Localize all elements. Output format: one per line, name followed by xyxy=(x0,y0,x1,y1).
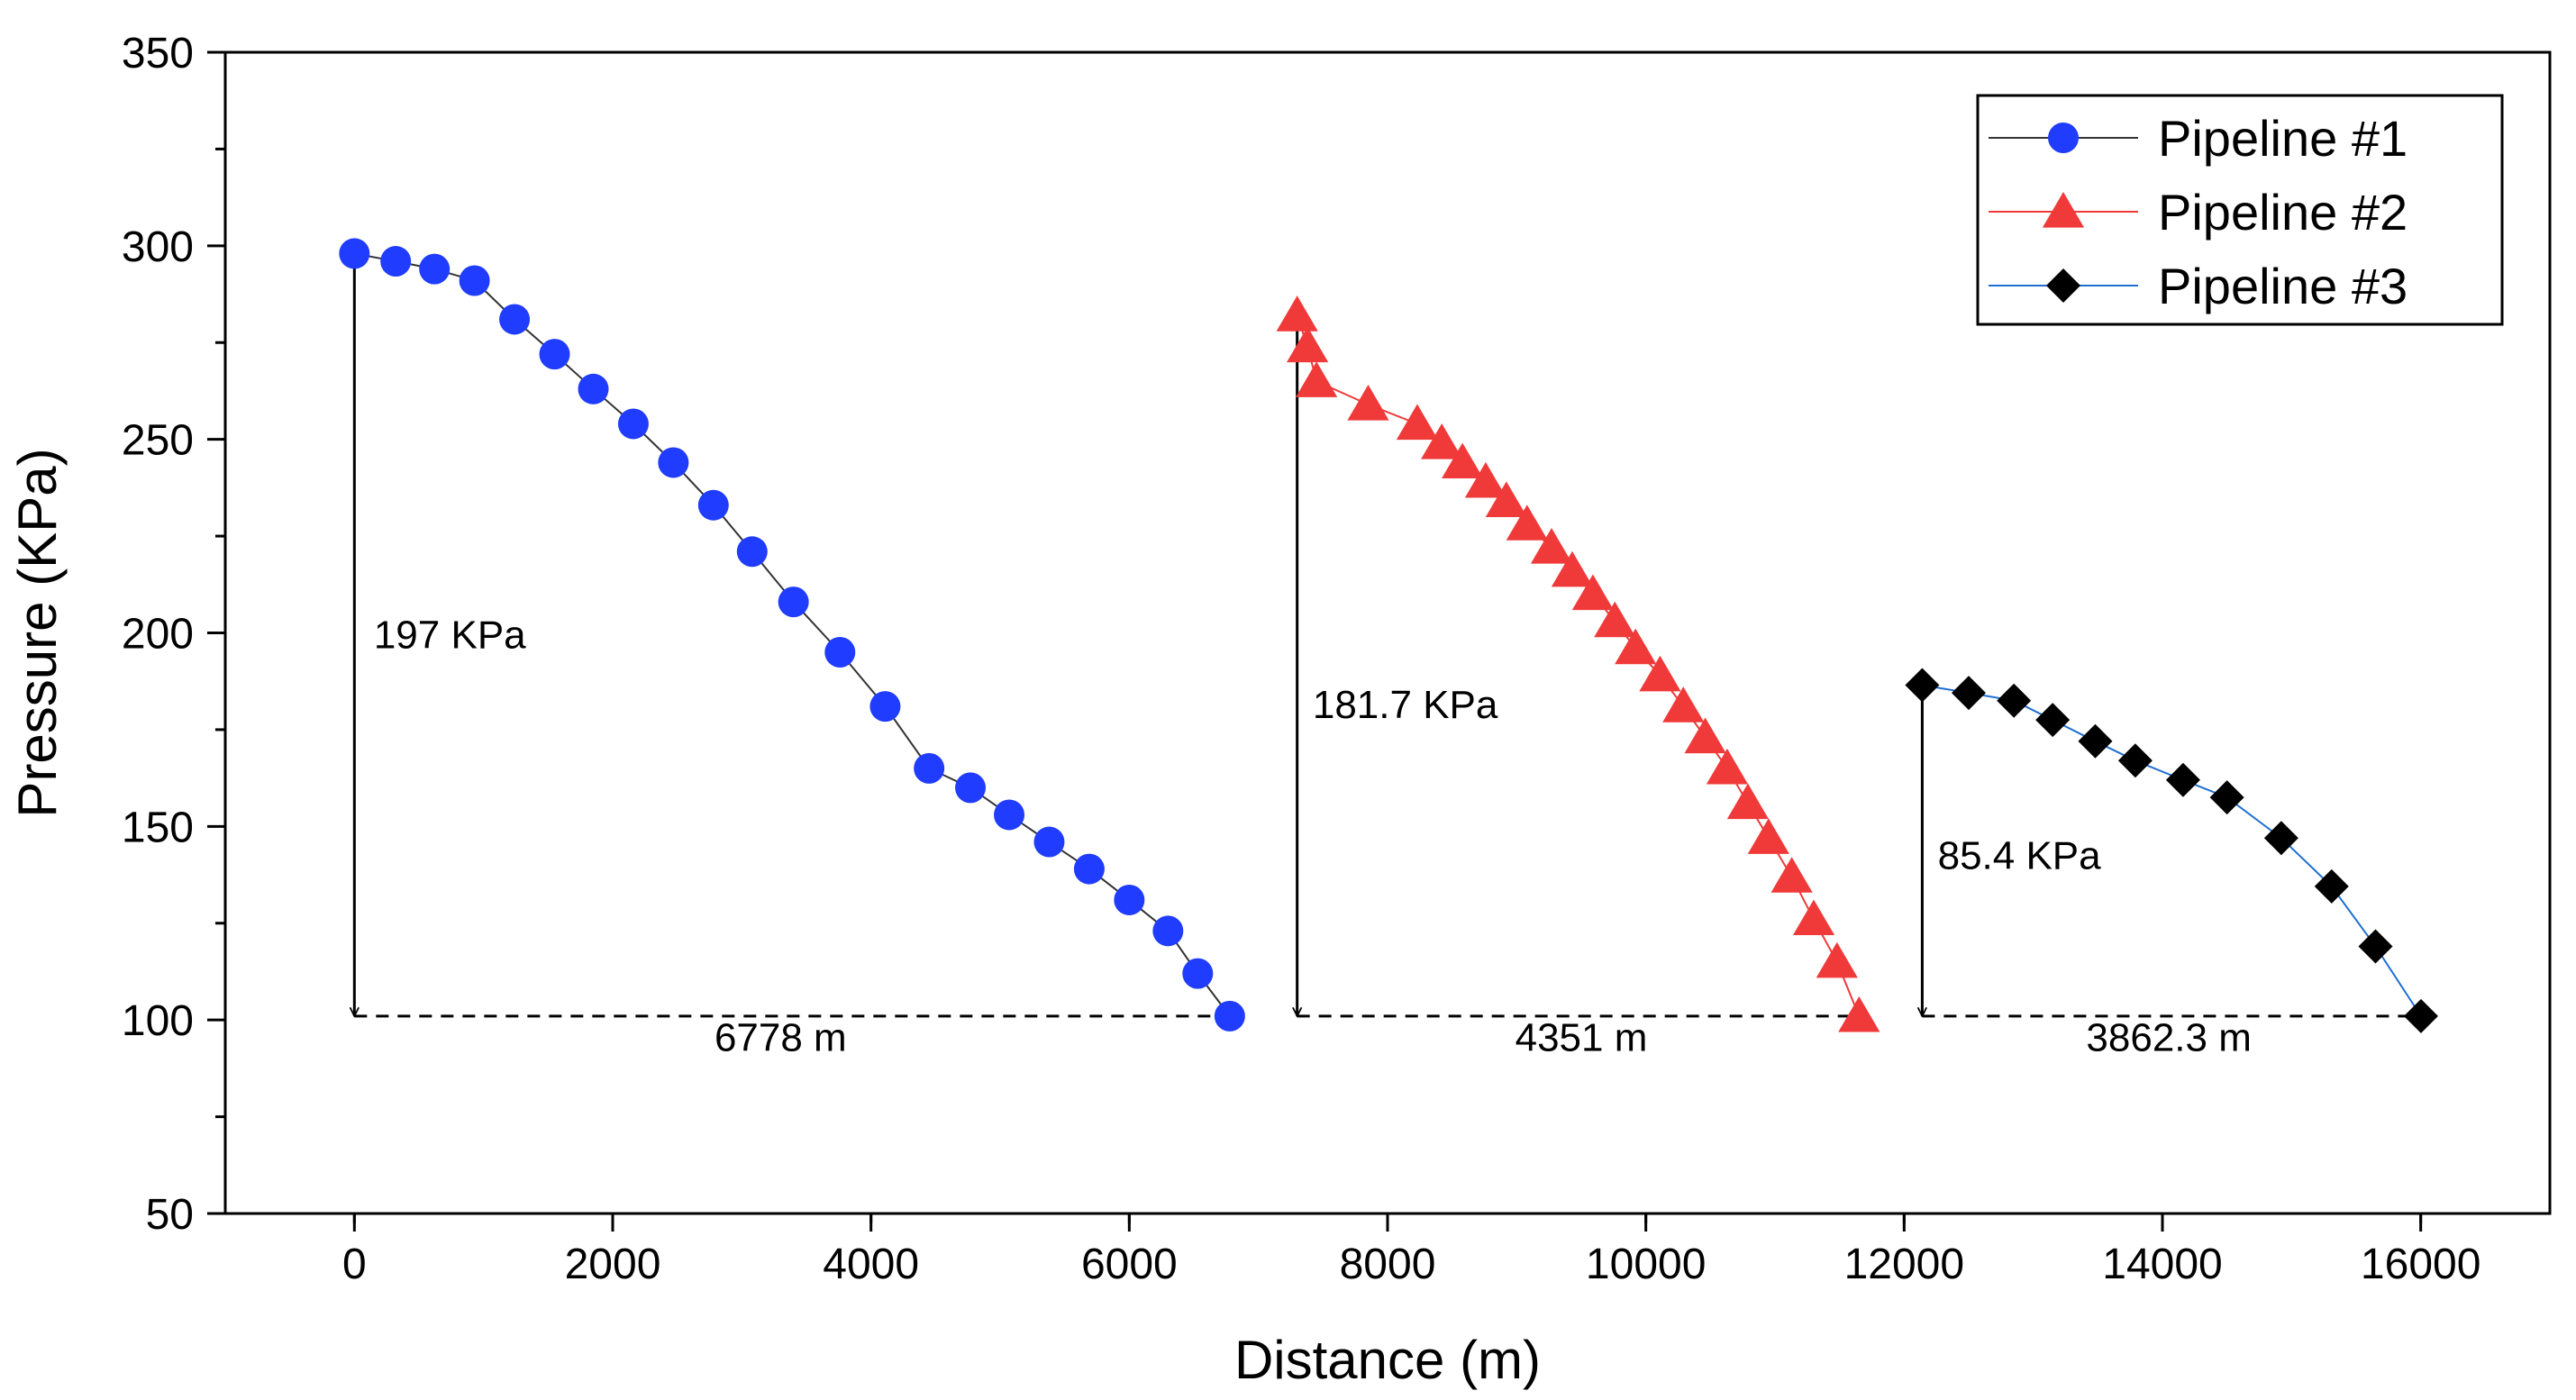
data-point-pipeline-2 xyxy=(1747,818,1789,854)
distance-label: 4351 m xyxy=(1516,1016,1648,1060)
data-point-pipeline-2 xyxy=(1662,686,1705,723)
data-point-pipeline-2 xyxy=(1639,655,1681,692)
data-point-pipeline-2 xyxy=(1442,442,1484,479)
data-point-pipeline-1 xyxy=(1033,826,1065,858)
legend-marker xyxy=(2046,268,2080,303)
data-point-pipeline-2 xyxy=(1276,295,1318,332)
data-point-pipeline-1 xyxy=(1182,958,1214,989)
y-tick-label: 50 xyxy=(146,1191,194,1239)
data-point-pipeline-3 xyxy=(2314,868,2349,904)
data-point-pipeline-1 xyxy=(419,253,451,285)
data-point-pipeline-2 xyxy=(1287,326,1329,363)
data-point-pipeline-3 xyxy=(2117,743,2153,778)
data-point-pipeline-2 xyxy=(1770,857,1813,893)
data-point-pipeline-2 xyxy=(1296,361,1338,397)
legend: Pipeline #1 Pipeline #2 Pipeline #3 xyxy=(1976,94,2504,326)
legend-label-pipeline-1: Pipeline #1 xyxy=(2158,110,2408,167)
y-tick-label: 100 xyxy=(122,997,194,1045)
data-point-pipeline-2 xyxy=(1571,574,1614,611)
x-tick-label: 2000 xyxy=(565,1241,661,1288)
x-tick-label: 12000 xyxy=(1844,1241,1964,1288)
data-point-pipeline-2 xyxy=(1347,384,1389,421)
x-tick-label: 10000 xyxy=(1586,1241,1706,1288)
data-point-pipeline-2 xyxy=(1706,748,1749,785)
pressure-drop-label: 197 KPa xyxy=(374,614,526,658)
pressure-drop-label: 181.7 KPa xyxy=(1313,683,1498,727)
data-point-pipeline-3 xyxy=(2403,998,2438,1033)
data-point-pipeline-1 xyxy=(994,799,1025,831)
data-point-pipeline-1 xyxy=(1073,853,1105,885)
data-point-pipeline-1 xyxy=(824,636,856,668)
data-point-pipeline-2 xyxy=(1615,628,1657,665)
data-point-pipeline-1 xyxy=(578,373,609,405)
legend-marker-shape xyxy=(2046,268,2080,303)
x-tick-label: 0 xyxy=(342,1241,367,1288)
data-point-pipeline-1 xyxy=(869,691,901,723)
legend-marker xyxy=(2048,123,2079,153)
x-tick-label: 8000 xyxy=(1340,1241,1436,1288)
x-axis-title: Distance (m) xyxy=(1234,1330,1541,1390)
x-tick-label: 4000 xyxy=(823,1241,919,1288)
series-line-pipeline-2 xyxy=(1296,314,1861,1017)
data-point-pipeline-1 xyxy=(914,752,945,784)
pressure-drop-label: 85.4 KPa xyxy=(1938,834,2102,878)
distance-label: 6778 m xyxy=(715,1016,847,1060)
y-tick-label: 300 xyxy=(122,223,194,271)
data-point-pipeline-1 xyxy=(736,536,768,568)
y-tick-label: 350 xyxy=(122,30,194,77)
data-point-pipeline-1 xyxy=(539,339,570,370)
data-point-pipeline-3 xyxy=(1905,668,1940,703)
data-point-pipeline-2 xyxy=(1594,601,1636,638)
y-tick-label: 150 xyxy=(122,804,194,851)
x-tick-label: 16000 xyxy=(2361,1241,2480,1288)
data-point-pipeline-2 xyxy=(1551,550,1594,587)
data-point-pipeline-2 xyxy=(1684,717,1726,754)
data-point-pipeline-2 xyxy=(1506,505,1548,541)
legend-entry-pipeline-1: Pipeline #1 xyxy=(1989,110,2408,167)
data-point-pipeline-2 xyxy=(1464,461,1507,498)
data-point-pipeline-2 xyxy=(1396,404,1439,441)
data-point-pipeline-1 xyxy=(1214,1000,1245,1032)
x-tick-label: 14000 xyxy=(2102,1241,2222,1288)
data-point-pipeline-3 xyxy=(1952,676,1986,711)
data-point-pipeline-1 xyxy=(380,246,412,277)
legend-label-pipeline-3: Pipeline #3 xyxy=(2158,258,2408,314)
data-point-pipeline-1 xyxy=(339,238,370,269)
data-point-pipeline-2 xyxy=(1485,481,1527,518)
data-point-pipeline-1 xyxy=(499,304,531,335)
data-point-pipeline-3 xyxy=(1997,683,2032,718)
data-point-pipeline-1 xyxy=(1114,884,1145,915)
data-point-pipeline-1 xyxy=(955,772,987,804)
data-point-pipeline-3 xyxy=(2165,762,2200,797)
legend-marker-shape xyxy=(2048,123,2079,153)
data-point-pipeline-3 xyxy=(2078,723,2113,759)
legend-marker xyxy=(2042,192,2085,228)
legend-entry-pipeline-3: Pipeline #3 xyxy=(1989,258,2408,314)
data-point-pipeline-1 xyxy=(658,447,689,478)
legend-label-pipeline-2: Pipeline #2 xyxy=(2158,184,2408,241)
data-point-pipeline-2 xyxy=(1421,423,1463,459)
data-point-pipeline-3 xyxy=(2209,780,2244,815)
data-point-pipeline-3 xyxy=(2035,703,2071,738)
data-point-pipeline-1 xyxy=(778,586,809,618)
data-point-pipeline-1 xyxy=(617,408,649,440)
y-axis-title: Pressure (KPa) xyxy=(7,448,68,817)
y-tick-label: 250 xyxy=(122,417,194,465)
legend-marker-shape xyxy=(2042,192,2085,228)
data-point-pipeline-3 xyxy=(2358,929,2393,964)
x-tick-label: 6000 xyxy=(1081,1241,1178,1288)
data-point-pipeline-1 xyxy=(459,265,490,296)
data-point-pipeline-2 xyxy=(1792,899,1835,936)
data-point-pipeline-2 xyxy=(1726,783,1769,820)
data-point-pipeline-3 xyxy=(2263,821,2298,856)
data-point-pipeline-2 xyxy=(1530,527,1573,564)
data-point-pipeline-1 xyxy=(697,489,729,521)
distance-label: 3862.3 m xyxy=(2086,1016,2251,1060)
data-point-pipeline-2 xyxy=(1838,995,1880,1032)
data-point-pipeline-1 xyxy=(1152,915,1184,947)
legend-entry-pipeline-2: Pipeline #2 xyxy=(1989,184,2408,241)
y-tick-label: 200 xyxy=(122,611,194,659)
data-point-pipeline-2 xyxy=(1816,941,1858,978)
